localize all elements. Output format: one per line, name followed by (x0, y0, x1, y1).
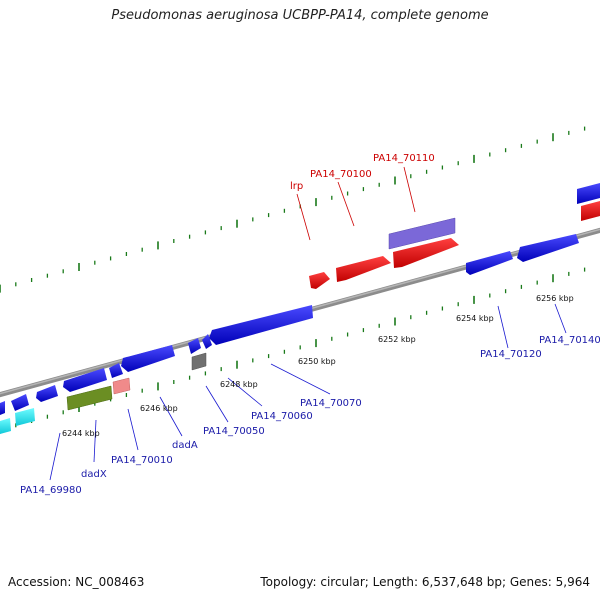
scale-label-6246: 6246 kbp (140, 404, 178, 413)
gene-feature-cyan-1[interactable] (15, 408, 35, 426)
gene-feature-right-blue[interactable] (577, 183, 600, 204)
gene-feature-pa14-70060[interactable] (202, 334, 212, 349)
gene-label-dada[interactable]: dadA (172, 440, 198, 451)
leader-lines-forward (296, 166, 416, 241)
gene-label-lrp[interactable]: lrp (290, 181, 303, 192)
gene-feature-lrp[interactable] (309, 272, 330, 289)
gene-feature-dadx-domain[interactable] (66, 385, 113, 411)
gene-label-pa14-70100[interactable]: PA14_70100 (310, 169, 372, 180)
gene-feature-pa14-69990[interactable] (36, 385, 58, 402)
gene-feature-pa14-70110[interactable] (393, 238, 459, 268)
gene-label-pa14-70060[interactable]: PA14_70060 (251, 411, 313, 422)
gene-feature-pa14-70010[interactable] (112, 377, 131, 395)
gene-label-pa14-69980[interactable]: PA14_69980 (20, 485, 82, 496)
gene-label-pa14-70050[interactable]: PA14_70050 (203, 426, 265, 437)
accession-text: Accession: NC_008463 (8, 575, 145, 589)
tick-track-upper (0, 126, 586, 293)
gene-feature-pa14-70020[interactable] (109, 363, 123, 378)
scale-label-6250: 6250 kbp (298, 357, 336, 366)
gene-feature-left-blue[interactable] (0, 401, 5, 415)
gene-feature-pa14-70040[interactable] (191, 352, 207, 371)
gene-label-pa14-70010[interactable]: PA14_70010 (111, 455, 173, 466)
gene-feature-pa14-70100[interactable] (336, 256, 391, 282)
gene-label-dadx[interactable]: dadX (81, 469, 107, 480)
gene-feature-dadx[interactable] (63, 368, 107, 392)
genome-summary-text: Topology: circular; Length: 6,537,648 bp… (260, 575, 590, 589)
gene-label-pa14-70110[interactable]: PA14_70110 (373, 153, 435, 164)
scale-label-6248: 6248 kbp (220, 380, 258, 389)
scale-label-6244: 6244 kbp (62, 429, 100, 438)
gene-label-pa14-70070[interactable]: PA14_70070 (300, 398, 362, 409)
gene-feature-pa14-70070[interactable] (209, 305, 313, 345)
scale-label-6256: 6256 kbp (536, 294, 574, 303)
gene-feature-right-red[interactable] (581, 201, 600, 221)
gene-feature-pa14-69980[interactable] (11, 394, 29, 411)
gene-label-pa14-70140[interactable]: PA14_70140 (539, 335, 600, 346)
map-title: Pseudomonas aeruginosa UCBPP-PA14, compl… (111, 8, 489, 23)
gene-feature-pa14-70050[interactable] (188, 338, 201, 354)
scale-label-6252: 6252 kbp (378, 335, 416, 344)
gene-feature-cyan-2[interactable] (0, 418, 11, 434)
gene-feature-pa14-70120[interactable] (466, 251, 513, 275)
gene-feature-pa14-70140[interactable] (517, 234, 579, 262)
leader-lines-reverse (49, 303, 567, 481)
scale-label-6254: 6254 kbp (456, 314, 494, 323)
gene-label-pa14-70120[interactable]: PA14_70120 (480, 349, 542, 360)
gene-feature-dada[interactable] (121, 345, 175, 372)
gene-feature-pa14-70110-domain[interactable] (388, 217, 456, 250)
